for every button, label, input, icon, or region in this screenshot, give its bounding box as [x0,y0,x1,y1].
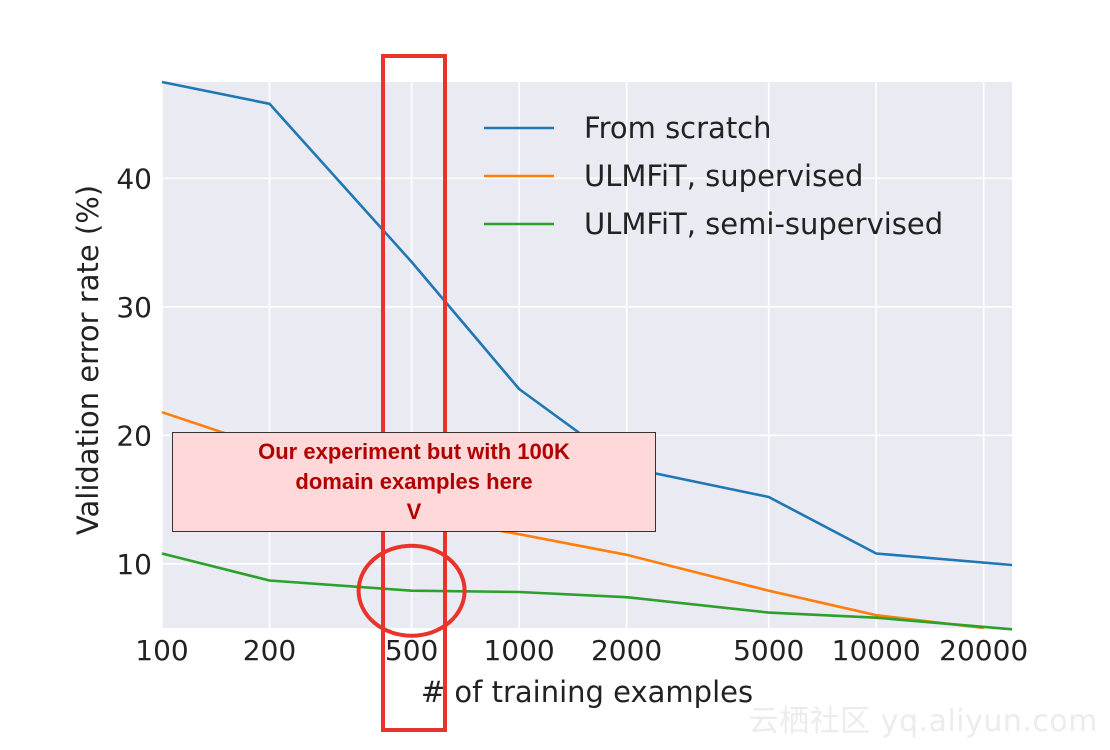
y-tick-label: 10 [116,548,152,581]
legend-label-2: ULMFiT, semi-supervised [584,207,943,241]
y-tick-label: 30 [116,291,152,324]
annotation-callout: Our experiment but with 100K domain exam… [172,432,656,532]
watermark: 云栖社区 yq.aliyun.com [748,704,1098,739]
highlight-rectangle [381,54,447,732]
x-axis-label: # of training examples [421,675,753,709]
x-tick-label: 5000 [733,634,804,667]
legend-label-0: From scratch [584,111,772,145]
series-line-2 [161,552,1013,631]
callout-line-1: Our experiment but with 100K [258,439,570,464]
series-line-0 [161,80,1013,567]
y-axis-label: Validation error rate (%) [71,185,105,535]
callout-line-2: domain examples here [295,469,533,494]
y-tick-label: 20 [116,419,152,452]
x-tick-label: 100 [135,634,188,667]
x-tick-label: 200 [243,634,296,667]
x-tick-label: 1000 [483,634,554,667]
x-tick-label: 500 [385,634,438,667]
y-tick-label: 40 [116,162,152,195]
legend-label-1: ULMFiT, supervised [584,159,863,193]
callout-line-3: V [406,499,422,524]
x-tick-label: 20000 [939,634,1028,667]
highlight-circle [356,543,467,638]
x-tick-label: 10000 [832,634,921,667]
plot-background [162,82,1012,628]
x-tick-label: 2000 [591,634,662,667]
